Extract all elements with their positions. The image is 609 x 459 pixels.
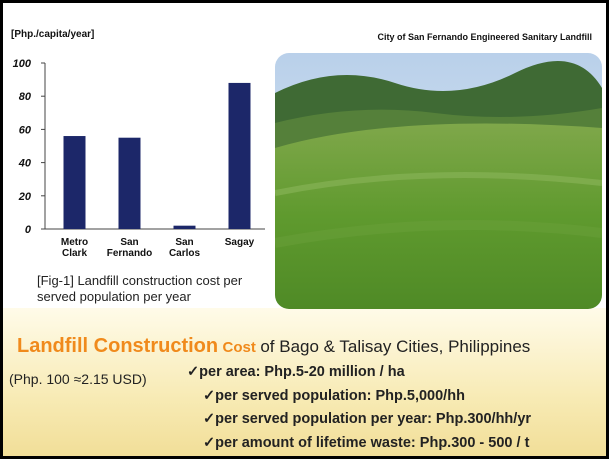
exchange-rate: (Php. 100 ≈2.15 USD)	[9, 371, 147, 387]
bar	[119, 138, 141, 229]
x-tick-label: San Fernando	[104, 237, 156, 259]
headline-rest: of Bago & Talisay Cities, Philippines	[260, 337, 530, 356]
x-tick-label: Metro Clark	[49, 237, 101, 259]
y-tick-label: 60	[19, 124, 32, 136]
headline: Landfill Construction Cost of Bago & Tal…	[17, 335, 530, 358]
y-tick-label: 40	[18, 158, 32, 170]
x-tick-label: Sagay	[214, 237, 266, 248]
y-tick-label: 20	[18, 191, 32, 203]
headline-main: Landfill Construction	[17, 335, 218, 357]
photo-title: City of San Fernando Engineered Sanitary…	[377, 32, 592, 42]
slide: [Php./capita/year] 0 20 40 60 80 100 [Fig-1] L…	[0, 0, 609, 459]
bar	[229, 83, 251, 229]
bullet: ✓per amount of lifetime waste: Php.300 -…	[203, 435, 529, 451]
bullet: ✓per served population: Php.5,000/hh	[203, 388, 465, 404]
bullet: ✓per served population per year: Php.300…	[203, 411, 531, 427]
chart: [Php./capita/year] 0 20 40 60 80 100	[3, 3, 273, 273]
y-tick-label: 100	[13, 58, 32, 70]
headline-cost: Cost	[223, 339, 256, 356]
y-axis-label: [Php./capita/year]	[11, 29, 94, 40]
x-tick-label: San Carlos	[159, 237, 211, 259]
photo	[275, 53, 602, 309]
y-tick-label: 0	[25, 224, 32, 236]
bar	[174, 226, 196, 229]
bullet: ✓per area: Php.5-20 million / ha	[187, 364, 405, 380]
y-tick-label: 80	[19, 91, 32, 103]
bar	[64, 136, 86, 229]
figure-caption: [Fig-1] Landfill construction cost per s…	[37, 273, 272, 305]
